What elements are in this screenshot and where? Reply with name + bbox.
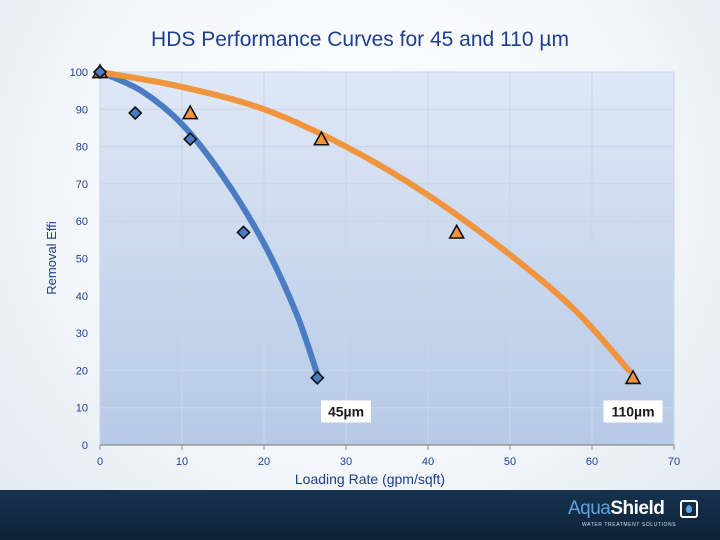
- data-point-110um: [313, 130, 330, 146]
- aquashield-logo: AquaShield WATER TREATMENT SOLUTIONS: [568, 498, 698, 534]
- axes: 0 10 20 30 40 50 60 70 80 90 100 0 10 20 30 40 50 60 70: [70, 67, 680, 468]
- y-tick-label: 50: [76, 254, 88, 266]
- logo-wordmark: AquaShield: [568, 498, 665, 520]
- series-points: [91, 63, 642, 385]
- y-tick-label: 70: [76, 179, 88, 191]
- series-label-box: [603, 400, 663, 423]
- y-tick-label: 10: [76, 403, 88, 415]
- water-drop-icon: [680, 500, 698, 518]
- x-tick-label: 20: [258, 456, 270, 468]
- x-axis-label: Loading Rate (gpm/sqft): [295, 471, 445, 487]
- x-tick-label: 70: [668, 456, 680, 468]
- data-point-45um: [128, 105, 143, 121]
- logo-part-aqua: Aqua: [568, 498, 611, 519]
- series-label-110um: 110µm: [611, 403, 654, 419]
- y-tick-label: 0: [82, 440, 88, 452]
- chart-plot: 0 10 20 30 40 50 60 70 80 90 100 0 10 20 30 40 50 60 70 45…: [44, 63, 680, 487]
- logo-part-shield: Shield: [610, 498, 665, 519]
- series-curve-110um: [97, 69, 632, 374]
- data-point-45um: [92, 64, 108, 80]
- data-point-45um: [236, 225, 251, 240]
- y-tick-label: 30: [76, 328, 88, 340]
- x-tick-label: 50: [504, 456, 516, 468]
- x-tick-label: 60: [586, 456, 598, 468]
- y-tick-label: 20: [76, 365, 88, 377]
- series-curves: [97, 69, 632, 378]
- y-tick-label: 80: [76, 142, 88, 154]
- x-tick-label: 10: [176, 456, 188, 468]
- series-labels: 45µm 110µm: [321, 400, 663, 423]
- data-point-110um: [181, 104, 199, 120]
- x-tick-label: 30: [340, 456, 352, 468]
- chart-title: HDS Performance Curves for 45 and 110 µm: [151, 28, 569, 51]
- x-tick-label: 40: [422, 456, 434, 468]
- data-point-45um: [183, 132, 198, 147]
- footer-bar: AquaShield WATER TREATMENT SOLUTIONS: [0, 490, 720, 540]
- series-label-box: [321, 400, 371, 423]
- y-tick-label: 90: [76, 104, 88, 116]
- logo-tagline: WATER TREATMENT SOLUTIONS: [582, 522, 677, 528]
- series-curve-45um: [97, 69, 321, 378]
- data-point-110um: [624, 369, 642, 385]
- y-tick-label: 60: [76, 216, 88, 228]
- x-tick-label: 0: [97, 456, 103, 468]
- y-tick-label: 100: [70, 67, 88, 79]
- y-tick-label: 40: [76, 291, 88, 303]
- data-point-45um: [310, 370, 325, 385]
- series-label-45um: 45µm: [328, 403, 364, 419]
- y-axis-label: Removal Effi: [44, 221, 59, 295]
- data-point-110um: [448, 223, 466, 239]
